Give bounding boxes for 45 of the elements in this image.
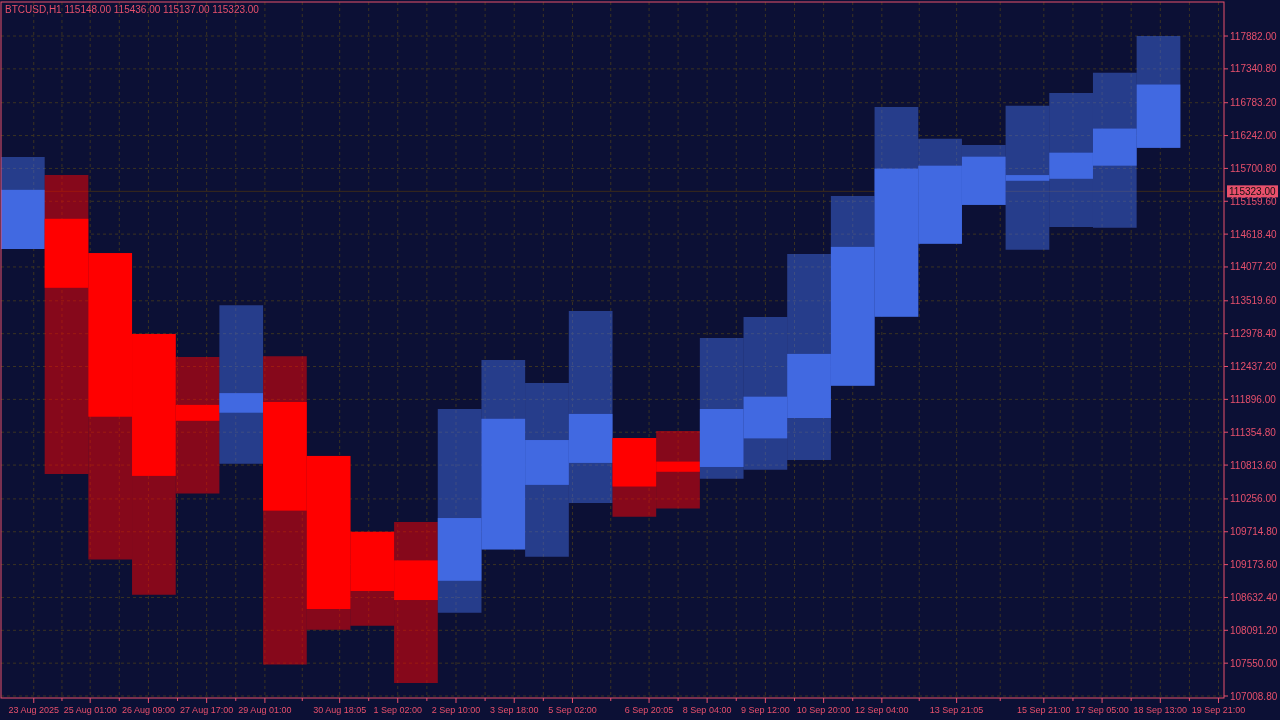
y-tick-label: 111354.80: [1230, 426, 1277, 438]
y-tick-label: 110813.60: [1230, 459, 1277, 471]
y-tick-label: 113519.60: [1230, 295, 1277, 307]
x-tick-label: 26 Aug 09:00: [121, 705, 175, 715]
x-tick-label: 30 Aug 18:05: [313, 705, 367, 715]
ref-line-label: 115323.00: [1229, 185, 1276, 197]
y-tick-label: 109173.60: [1230, 559, 1278, 571]
y-tick-label: 116242.00: [1230, 130, 1277, 142]
x-tick-label: 27 Aug 17:00: [180, 705, 234, 715]
chart-title: BTCUSD,H1 115148.00 115436.00 115137.00 115323.00: [5, 4, 260, 15]
y-tick-label: 115159.60: [1230, 195, 1277, 207]
y-tick-label: 110256.00: [1230, 493, 1277, 505]
y-tick-label: 112978.40: [1230, 328, 1277, 340]
x-tick-label: 6 Sep 20:05: [624, 705, 674, 715]
x-tick-label: 8 Sep 04:00: [682, 705, 732, 715]
candlestick: [219, 305, 264, 464]
x-tick-label: 1 Sep 02:00: [373, 705, 423, 715]
y-tick-label: 117340.80: [1230, 63, 1277, 75]
y-tick-label: 109714.80: [1230, 526, 1278, 538]
x-tick-label: 18 Sep 13:00: [1133, 705, 1188, 715]
x-tick-label: 23 Aug 2025: [8, 705, 60, 715]
y-tick-label: 112437.20: [1230, 361, 1277, 373]
y-tick-label: 115700.80: [1230, 162, 1277, 174]
x-tick-label: 12 Sep 04:00: [855, 705, 909, 715]
y-tick-label: 114618.40: [1230, 228, 1277, 240]
x-tick-label: 9 Sep 12:00: [741, 705, 790, 715]
y-tick-label: 107008.80: [1230, 690, 1278, 702]
candlestick: [1, 157, 45, 250]
x-tick-label: 17 Sep 05:00: [1075, 705, 1129, 715]
y-tick-label: 114077.20: [1230, 261, 1277, 273]
x-tick-label: 3 Sep 18:00: [489, 705, 539, 715]
x-tick-label: 10 Sep 20:00: [796, 705, 851, 715]
x-tick-label: 5 Sep 02:00: [548, 705, 597, 715]
y-tick-label: 116783.20: [1230, 97, 1277, 109]
y-tick-label: 108091.20: [1230, 624, 1278, 636]
y-tick-label: 107550.00: [1230, 657, 1278, 669]
y-tick-label: 108632.40: [1230, 591, 1278, 603]
x-tick-label: 15 Sep 21:00: [1017, 705, 1071, 715]
y-tick-label: 111896.00: [1230, 393, 1277, 405]
x-tick-label: 29 Aug 01:00: [238, 705, 292, 715]
y-tick-label: 117882.00: [1230, 30, 1277, 42]
x-tick-label: 2 Sep 10:00: [431, 705, 481, 715]
x-tick-label: 25 Aug 01:00: [63, 705, 117, 715]
x-tick-label: 13 Sep 21:05: [929, 705, 984, 715]
x-tick-label: 19 Sep 21:00: [1191, 705, 1246, 715]
